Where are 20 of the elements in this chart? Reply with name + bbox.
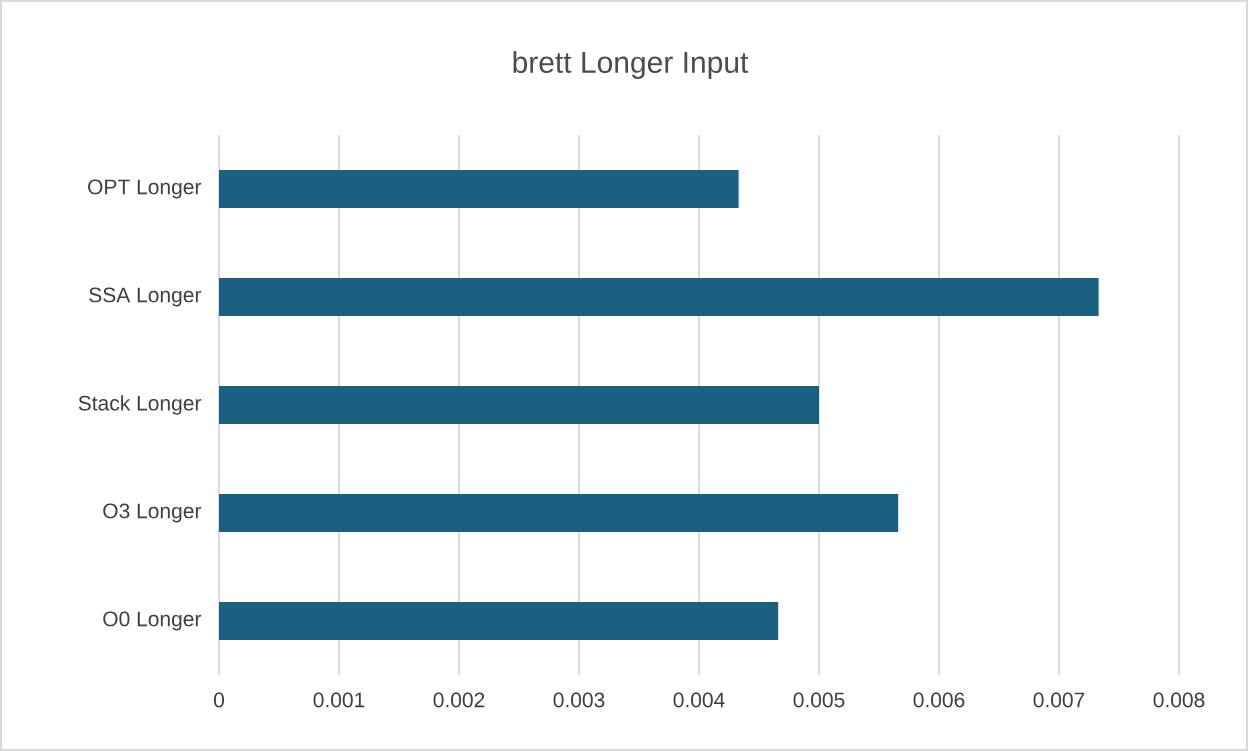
x-tick-label: 0.008 [1153,692,1205,708]
chart-title: brett Longer Input [513,51,749,79]
bar [219,601,779,640]
x-tick-label: 0.005 [793,692,845,708]
y-tick-label: O0 Longer [103,611,202,631]
y-tick-label: SSA Longer [89,287,202,307]
y-tick-label: OPT Longer [88,179,202,199]
x-tick-label: 0.007 [1033,692,1085,708]
bar [219,385,820,424]
bar [219,277,1099,316]
x-tick-label: 0 [214,692,225,708]
x-tick-label: 0.001 [313,692,365,708]
bar [219,493,899,532]
x-tick-label: 0.002 [433,692,485,708]
y-tick-label: O3 Longer [103,503,202,523]
x-tick-label: 0.006 [913,692,965,708]
bar [219,169,739,208]
y-tick-label: Stack Longer [78,395,202,415]
x-tick-label: 0.004 [673,692,725,708]
x-tick-label: 0.003 [553,692,605,708]
